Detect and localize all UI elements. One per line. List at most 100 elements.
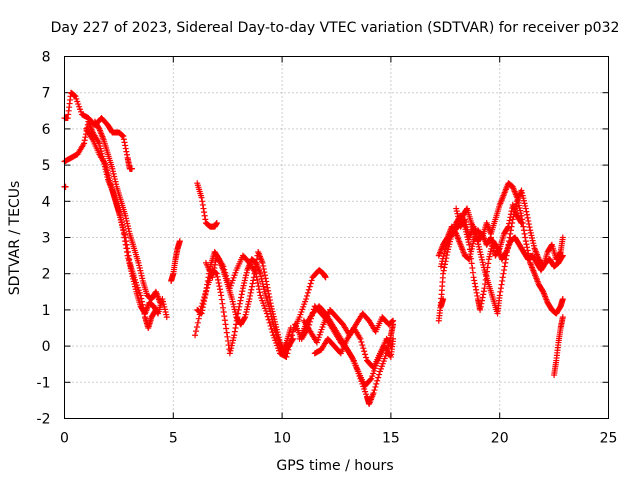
data-point <box>506 238 513 245</box>
data-point <box>213 220 220 227</box>
data-point <box>215 280 222 287</box>
data-point <box>506 220 513 227</box>
data-point <box>522 238 529 245</box>
data-point <box>376 371 383 378</box>
data-point <box>193 323 200 330</box>
x-tick-label: 10 <box>273 431 291 447</box>
data-point <box>524 214 531 221</box>
data-point <box>501 267 508 274</box>
data-point <box>215 276 222 283</box>
data-point <box>473 289 480 296</box>
data-point <box>463 206 470 213</box>
data-point <box>469 265 476 272</box>
data-point <box>390 335 397 342</box>
data-point <box>231 328 238 335</box>
data-point <box>234 314 241 321</box>
data-point <box>236 303 243 310</box>
y-tick-label: 4 <box>42 194 51 210</box>
data-point <box>523 208 530 215</box>
data-point <box>517 218 524 225</box>
data-point <box>195 315 202 322</box>
data-point <box>122 238 129 245</box>
data-point <box>122 142 129 149</box>
data-point <box>390 317 397 324</box>
data-point <box>256 289 263 296</box>
data-point <box>198 303 205 310</box>
data-point <box>199 198 206 205</box>
data-point <box>524 247 531 254</box>
data-point <box>123 148 130 155</box>
data-point <box>441 264 448 271</box>
data-point <box>255 283 262 290</box>
data-point <box>236 300 243 307</box>
data-point <box>220 308 227 315</box>
x-tick-label: 25 <box>600 431 618 447</box>
data-point <box>471 280 478 287</box>
data-point <box>525 250 532 257</box>
data-point <box>198 194 205 201</box>
data-point <box>525 221 532 228</box>
data-point <box>440 267 447 274</box>
data-point <box>466 241 473 248</box>
data-point <box>128 165 135 172</box>
data-point <box>210 271 217 278</box>
x-tick-label: 20 <box>491 431 509 447</box>
data-point <box>234 310 241 317</box>
data-point <box>504 224 511 231</box>
data-point <box>246 296 253 303</box>
data-point <box>239 288 246 295</box>
data-point <box>220 304 227 311</box>
data-point <box>216 283 223 290</box>
data-point <box>254 276 261 283</box>
data-point <box>559 296 566 303</box>
data-point <box>266 319 273 326</box>
data-point <box>123 248 130 255</box>
chart-title: Day 227 of 2023, Sidereal Day-to-day VTE… <box>51 20 620 36</box>
data-point <box>359 342 366 349</box>
data-point <box>372 383 379 390</box>
data-point <box>306 283 313 290</box>
data-point <box>233 321 240 328</box>
data-point <box>235 306 242 313</box>
data-point <box>264 284 271 291</box>
data-point <box>387 342 394 349</box>
data-point <box>123 151 130 158</box>
data-point <box>238 294 245 301</box>
data-point <box>472 283 479 290</box>
data-point <box>192 328 199 335</box>
data-point <box>209 274 216 281</box>
data-point <box>480 288 487 295</box>
data-point <box>217 289 224 296</box>
data-point <box>481 285 488 292</box>
data-point <box>286 343 293 350</box>
data-point <box>219 300 226 307</box>
data-point <box>502 256 509 263</box>
y-axis-label: SDTVAR / TECUs <box>7 181 23 296</box>
data-point <box>373 380 380 387</box>
data-point <box>203 287 210 294</box>
x-axis-label: GPS time / hours <box>276 458 393 474</box>
data-point <box>539 262 546 269</box>
data-point <box>499 277 506 284</box>
data-point <box>322 274 329 281</box>
data-point <box>263 310 270 317</box>
data-point <box>232 325 239 331</box>
data-point <box>523 241 530 248</box>
data-point <box>222 321 229 328</box>
data-point <box>358 338 365 345</box>
data-point <box>81 140 88 147</box>
data-point <box>363 354 370 361</box>
data-point <box>81 137 88 144</box>
data-point <box>375 374 382 381</box>
data-point <box>503 252 510 259</box>
data-point <box>163 314 170 321</box>
x-tick-label: 0 <box>60 431 69 447</box>
data-point <box>199 201 206 208</box>
data-point <box>259 259 266 266</box>
data-point <box>176 238 183 245</box>
data-point <box>497 288 504 295</box>
data-point <box>247 289 254 296</box>
data-point <box>518 220 525 227</box>
data-point <box>222 269 229 276</box>
